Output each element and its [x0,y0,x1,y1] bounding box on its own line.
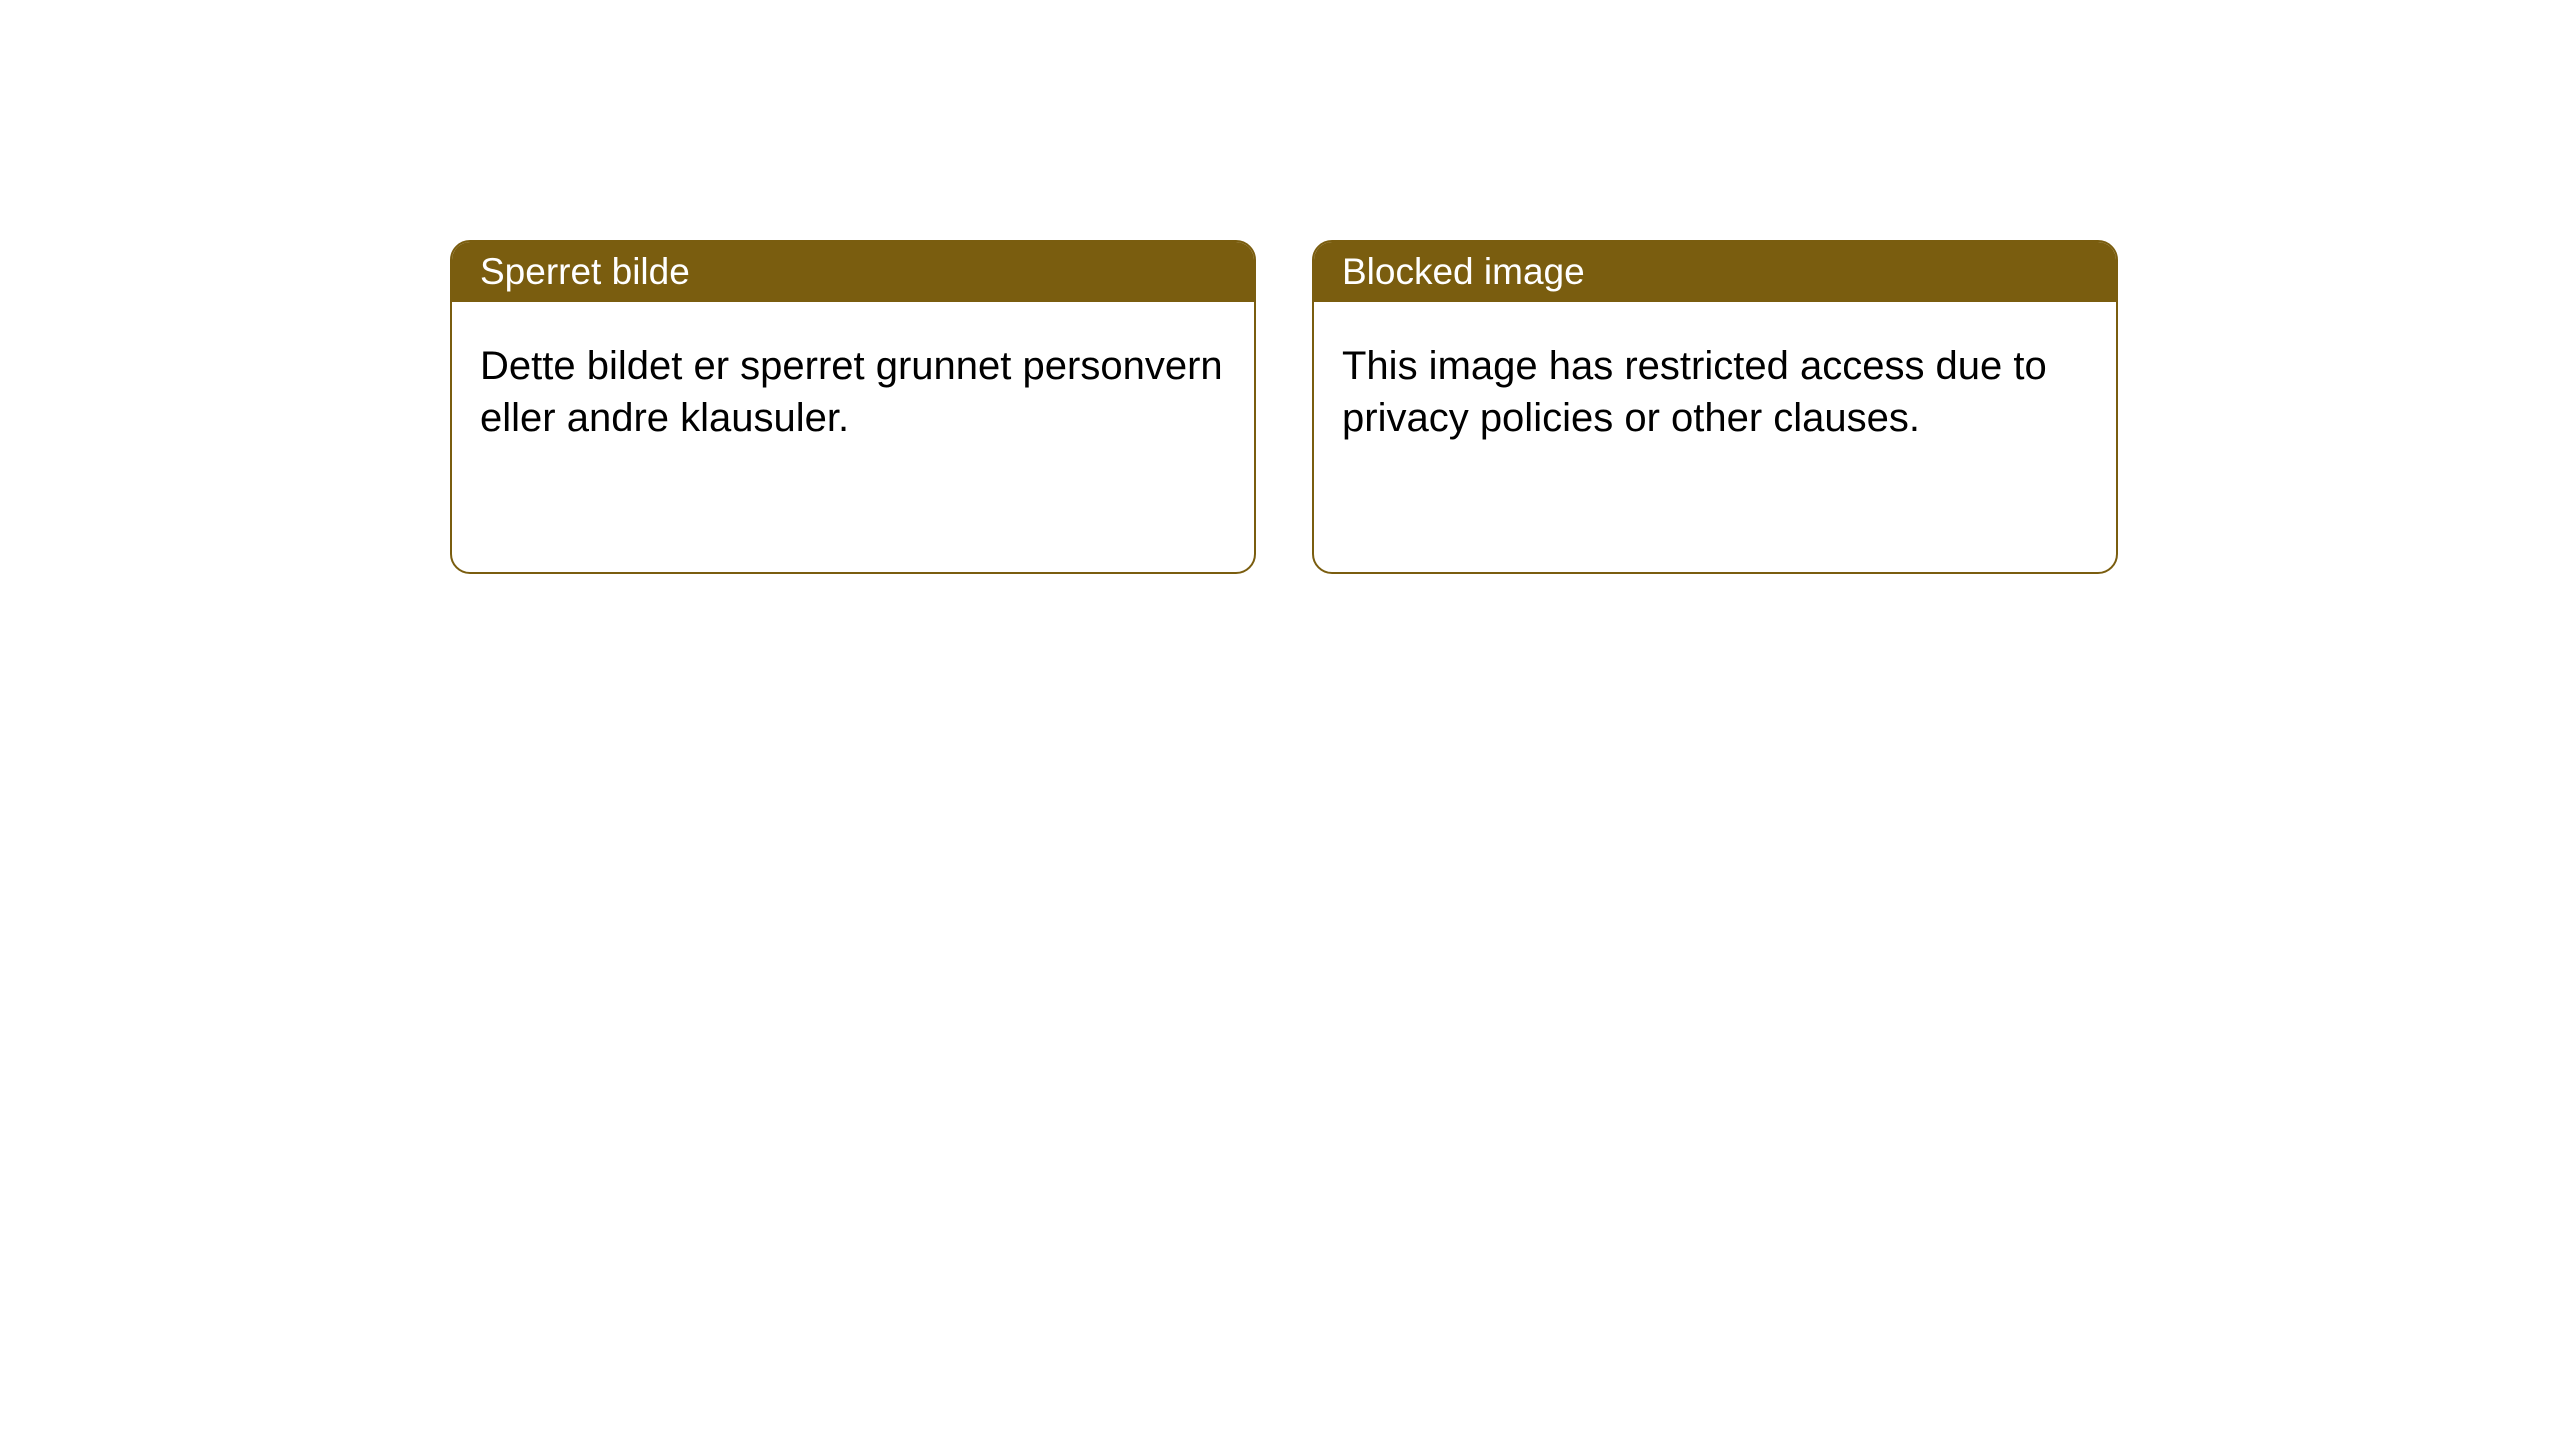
card-text-norwegian: Dette bildet er sperret grunnet personve… [480,344,1223,440]
card-text-english: This image has restricted access due to … [1342,344,2047,440]
card-header-norwegian: Sperret bilde [452,242,1254,302]
card-body-english: This image has restricted access due to … [1314,302,2116,482]
cards-container: Sperret bilde Dette bildet er sperret gr… [0,0,2560,574]
card-norwegian: Sperret bilde Dette bildet er sperret gr… [450,240,1256,574]
card-title-english: Blocked image [1342,251,1585,293]
card-title-norwegian: Sperret bilde [480,251,690,293]
card-header-english: Blocked image [1314,242,2116,302]
card-body-norwegian: Dette bildet er sperret grunnet personve… [452,302,1254,482]
card-english: Blocked image This image has restricted … [1312,240,2118,574]
